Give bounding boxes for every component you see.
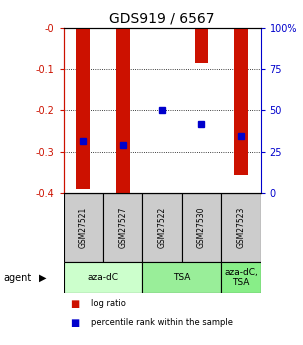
Bar	[142, 193, 182, 262]
Text: GSM27521: GSM27521	[79, 207, 88, 248]
Bar	[221, 193, 261, 262]
Text: ▶: ▶	[39, 273, 47, 283]
Bar	[142, 262, 221, 293]
Bar	[103, 193, 142, 262]
Text: TSA: TSA	[173, 273, 191, 282]
Bar	[64, 262, 142, 293]
Text: aza-dC,
TSA: aza-dC, TSA	[224, 268, 258, 287]
Bar	[221, 262, 261, 293]
Bar	[182, 193, 221, 262]
Bar	[64, 193, 103, 262]
Text: ■: ■	[70, 299, 79, 308]
Bar	[76, 28, 90, 189]
Text: log ratio: log ratio	[91, 299, 126, 308]
Title: GDS919 / 6567: GDS919 / 6567	[109, 11, 215, 25]
Bar	[195, 28, 208, 63]
Bar	[116, 28, 130, 193]
Bar	[234, 28, 248, 175]
Text: GSM27527: GSM27527	[118, 207, 127, 248]
Bar	[155, 28, 169, 29]
Text: aza-dC: aza-dC	[88, 273, 118, 282]
Text: GSM27522: GSM27522	[158, 207, 167, 248]
Text: GSM27523: GSM27523	[236, 207, 245, 248]
Text: GSM27530: GSM27530	[197, 207, 206, 248]
Text: percentile rank within the sample: percentile rank within the sample	[91, 318, 233, 327]
Text: ■: ■	[70, 318, 79, 327]
Text: agent: agent	[3, 273, 31, 283]
